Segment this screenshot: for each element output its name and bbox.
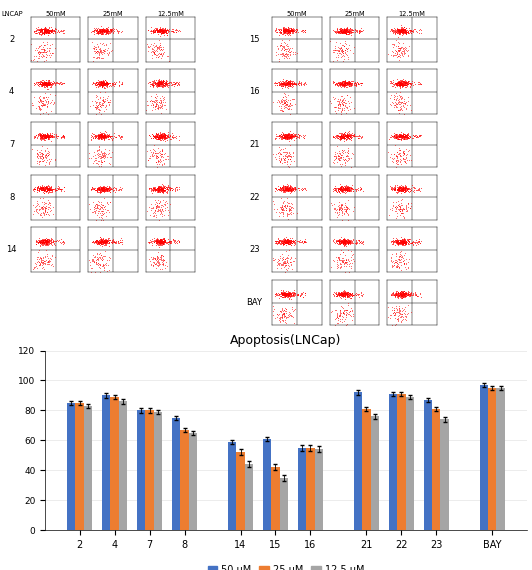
Bar (154, 412, 162, 530)
Text: 23: 23 (249, 246, 260, 254)
Title: Apoptosis(LNCap): Apoptosis(LNCap) (230, 333, 342, 347)
Bar (263, 439, 271, 530)
Text: 14: 14 (6, 246, 17, 254)
Legend: 50 μM, 25 μM, 12.5 μM: 50 μM, 25 μM, 12.5 μM (204, 561, 368, 570)
Bar (67, 403, 76, 530)
Bar (389, 394, 397, 530)
Bar (405, 397, 414, 530)
Bar (271, 467, 280, 530)
Bar (496, 388, 505, 530)
Bar (76, 403, 84, 530)
Text: 4: 4 (9, 87, 14, 96)
Bar (423, 400, 432, 530)
Bar (362, 409, 371, 530)
Text: BAY: BAY (246, 298, 262, 307)
Bar (172, 418, 180, 530)
Bar (432, 409, 440, 530)
Bar (180, 430, 189, 530)
Bar (354, 392, 362, 530)
Text: 12.5mM: 12.5mM (398, 11, 426, 17)
Bar (280, 478, 288, 530)
Text: 22: 22 (249, 193, 260, 202)
Bar (245, 464, 253, 530)
Text: 25mM: 25mM (103, 11, 123, 17)
Text: 7: 7 (9, 140, 14, 149)
Bar (480, 385, 488, 530)
Bar (119, 401, 127, 530)
Bar (145, 410, 154, 530)
Text: 16: 16 (249, 87, 260, 96)
Bar (306, 448, 314, 530)
Bar (371, 416, 379, 530)
Text: 8: 8 (9, 193, 14, 202)
Text: 12.5mM: 12.5mM (157, 11, 184, 17)
Bar (397, 394, 405, 530)
Text: 15: 15 (249, 35, 260, 44)
Text: 50mM: 50mM (287, 11, 307, 17)
Bar (84, 406, 92, 530)
Text: 2: 2 (9, 35, 14, 44)
Text: LNCAP: LNCAP (1, 11, 22, 17)
Bar (488, 388, 496, 530)
Text: 50mM: 50mM (45, 11, 66, 17)
Text: 21: 21 (249, 140, 260, 149)
Bar (236, 453, 245, 530)
Bar (228, 442, 236, 530)
Bar (137, 410, 145, 530)
Bar (314, 449, 323, 530)
Bar (189, 433, 197, 530)
Bar (111, 397, 119, 530)
Bar (440, 420, 449, 530)
Bar (298, 448, 306, 530)
Bar (102, 396, 111, 530)
Text: 25mM: 25mM (344, 11, 365, 17)
